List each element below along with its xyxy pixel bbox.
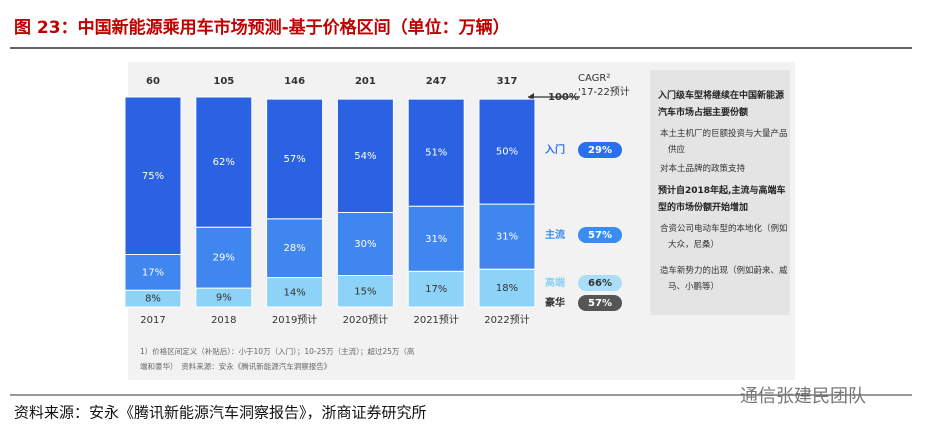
cagr-value: 66%	[588, 278, 612, 289]
value-label: 30%	[354, 239, 376, 250]
chart-title: 图 23：中国新能源乘用车市场预测-基于价格区间（单位：万辆）	[14, 17, 510, 38]
cagr-value: 29%	[588, 145, 612, 156]
note-bullet: 合资公司电动车型的本地化（例如大众，尼桑）	[660, 224, 788, 250]
value-label: 51%	[425, 148, 447, 159]
cagr-value: 57%	[588, 298, 612, 309]
value-label: 8%	[145, 294, 161, 305]
x-tick-label: 2017	[140, 315, 165, 326]
bar-segment	[407, 205, 465, 272]
watermark: 通信张建民团队	[740, 386, 866, 407]
x-tick-label: 2020预计	[343, 313, 388, 326]
bar-segment	[478, 268, 536, 308]
value-label: 57%	[283, 154, 305, 165]
bar-segment	[336, 98, 394, 213]
cagr-name: 豪华	[545, 296, 565, 309]
value-label: 31%	[496, 232, 518, 243]
value-label: 17%	[142, 267, 164, 278]
value-label: 50%	[496, 147, 518, 158]
cagr-name: 高端	[545, 276, 565, 289]
value-label: 15%	[354, 286, 376, 297]
value-label: 18%	[496, 283, 518, 294]
total-label: 247	[426, 76, 447, 87]
cagr-pill	[578, 227, 622, 243]
cagr-value: 57%	[588, 230, 612, 241]
x-tick-label: 2018	[211, 315, 236, 326]
total-label: 201	[355, 76, 376, 87]
value-label: 31%	[425, 234, 447, 245]
bar-segment	[336, 212, 394, 276]
bar-segment	[478, 203, 536, 270]
source: 资料来源：安永《腾讯新能源汽车洞察报告》，浙商证券研究所	[14, 403, 427, 421]
bar-segment	[266, 218, 324, 279]
value-label: 54%	[354, 151, 376, 162]
total-label: 317	[497, 76, 518, 87]
bar-segment	[478, 98, 536, 205]
cagr-name: 主流	[545, 228, 565, 241]
top-label: 100%	[548, 92, 579, 103]
bar-segment	[195, 96, 253, 228]
total-label: 60	[146, 76, 160, 87]
value-label: 9%	[216, 293, 232, 304]
cagr-pill	[578, 275, 622, 291]
note-heading: 预计自2018年起,主流与高端车型的市场份额开始增加	[658, 186, 786, 213]
bar-segment	[195, 226, 253, 289]
note-bullet: 本土主机厂的巨额投资与大量产品供应	[660, 129, 788, 155]
cagr-title: '17-22预计	[578, 85, 630, 98]
value-label: 17%	[425, 284, 447, 295]
total-label: 105	[213, 76, 234, 87]
cagr-pill	[578, 142, 622, 158]
x-tick-label: 2019预计	[272, 313, 317, 326]
bar-segment	[407, 98, 465, 207]
cagr-title: CAGR²	[578, 73, 610, 84]
bar-segment	[407, 270, 465, 308]
value-label: 75%	[142, 171, 164, 182]
bar-segment	[124, 254, 182, 291]
cagr-name: 入门	[545, 143, 565, 156]
value-label: 29%	[213, 253, 235, 264]
cagr-pill	[578, 295, 622, 311]
value-label: 28%	[283, 243, 305, 254]
note-bullet: 对本土品牌的政策支持	[660, 164, 746, 174]
note-box	[650, 70, 790, 315]
bar-segment	[266, 277, 324, 308]
bar-segment	[266, 98, 324, 220]
note-heading: 入门级车型将继续在中国新能源汽车市场占据主要份额	[658, 91, 785, 118]
value-label: 14%	[283, 287, 305, 298]
bar-segment	[124, 96, 182, 255]
note-bullet: 造车新势力的出现（例如蔚来、威马、小鹏等）	[660, 266, 788, 292]
bar-segment	[336, 275, 394, 308]
total-label: 146	[284, 76, 305, 87]
x-tick-label: 2021预计	[413, 313, 458, 326]
footnote: 1）价格区间定义（补贴后）：小于10万（入门）；10-25万（主流）；超过25万…	[140, 347, 415, 371]
x-tick-label: 2022预计	[484, 313, 529, 326]
value-label: 62%	[213, 157, 235, 168]
